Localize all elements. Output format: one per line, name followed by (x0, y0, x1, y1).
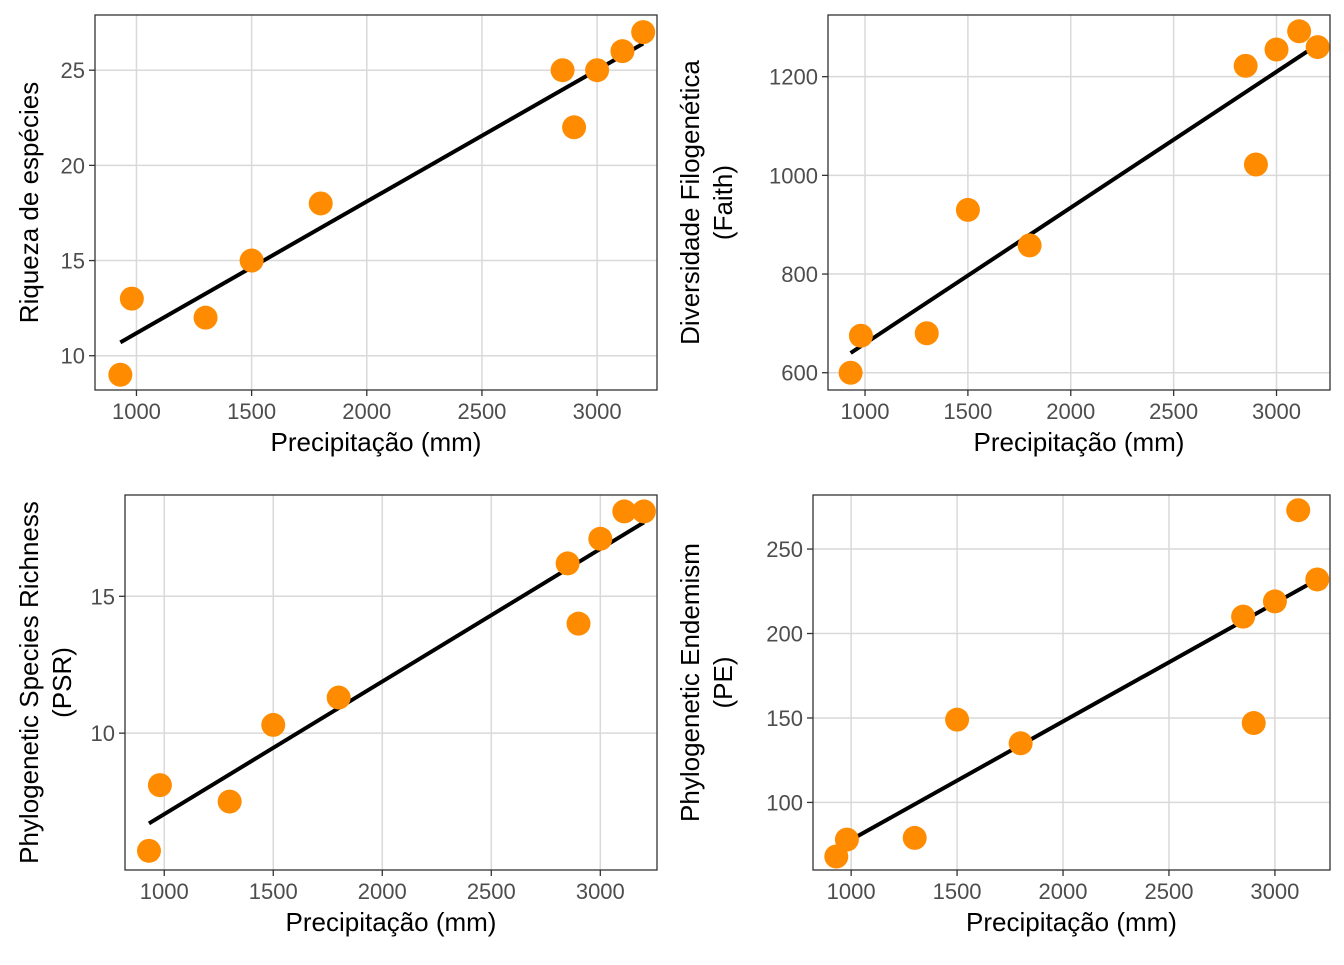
data-point (902, 825, 927, 850)
y-tick-label: 20 (61, 153, 85, 178)
x-tick-label: 2000 (342, 399, 391, 424)
data-point (261, 712, 286, 737)
data-point (239, 248, 264, 273)
data-point (1305, 567, 1330, 592)
x-tick-label: 1500 (943, 399, 992, 424)
x-tick-label: 3000 (1250, 879, 1299, 904)
x-axis-label: Precipitação (mm) (974, 427, 1185, 457)
x-tick-label: 1000 (841, 399, 890, 424)
data-point (193, 305, 218, 330)
panel-2: 1000 1500 2000 2500 3000 600 800 1000 1200 Precip… (675, 14, 1331, 457)
data-point (1287, 19, 1312, 44)
x-tick-label: 1000 (827, 879, 876, 904)
data-point (562, 115, 587, 140)
x-tick-label: 1000 (140, 879, 189, 904)
y-axis-label: Phylogenetic Endemism (675, 543, 705, 822)
data-point (1243, 152, 1268, 177)
y-tick-label: 800 (781, 262, 818, 287)
data-point (1017, 233, 1042, 258)
x-tick-label: 2000 (1046, 399, 1095, 424)
data-point (136, 838, 161, 863)
data-point (955, 197, 980, 222)
y-tick-label: 250 (766, 537, 803, 562)
data-point (1262, 589, 1287, 614)
data-point (610, 39, 635, 64)
y-tick-label: 600 (781, 361, 818, 386)
y-tick-label: 200 (766, 622, 803, 647)
y-tick-label: 15 (91, 584, 115, 609)
data-point (1305, 35, 1330, 60)
data-point (119, 286, 144, 311)
y-axis-label: (PE) (708, 657, 738, 709)
trend-line (849, 42, 1319, 355)
data-point (838, 360, 863, 385)
y-tick-label: 10 (91, 721, 115, 746)
trend-line (119, 41, 645, 345)
data-point (217, 789, 242, 814)
y-tick-label: 25 (61, 58, 85, 83)
x-tick-label: 1500 (227, 399, 276, 424)
data-point (612, 499, 637, 524)
y-axis-label: (Faith) (708, 165, 738, 240)
y-tick-label: 10 (61, 344, 85, 369)
panel-border (812, 494, 1331, 871)
x-tick-label: 2500 (1144, 879, 1193, 904)
data-point (1241, 711, 1266, 736)
y-tick-label: 150 (766, 706, 803, 731)
x-axis-label: Precipitação (mm) (286, 907, 497, 937)
x-tick-label: 3000 (1252, 399, 1301, 424)
x-tick-label: 3000 (576, 879, 625, 904)
y-axis-label: (PSR) (47, 647, 77, 718)
data-point (834, 827, 859, 852)
data-point (147, 773, 172, 798)
data-point (550, 58, 575, 83)
data-point (326, 685, 351, 710)
y-axis-label: Diversidade Filogenética (675, 60, 705, 345)
data-point (308, 191, 333, 216)
y-tick-label: 1000 (769, 163, 818, 188)
data-point (108, 362, 133, 387)
x-axis-label: Precipitação (mm) (271, 427, 482, 457)
y-tick-label: 100 (766, 790, 803, 815)
panel-border (94, 14, 658, 391)
x-tick-label: 2500 (1149, 399, 1198, 424)
data-point (1286, 498, 1311, 523)
data-point (631, 20, 656, 45)
x-tick-label: 2500 (467, 879, 516, 904)
data-point (631, 499, 656, 524)
x-tick-label: 1000 (112, 399, 161, 424)
data-point (566, 611, 591, 636)
data-point (1264, 37, 1289, 62)
x-tick-label: 1500 (249, 879, 298, 904)
panel-border (124, 494, 658, 871)
panel-3: 1000 1500 2000 2500 3000 10 15 Precipitação (mm… (14, 494, 658, 937)
data-point (555, 551, 580, 576)
data-point (848, 323, 873, 348)
panel-1: 1000 1500 2000 2500 3000 10 15 20 25 Precipitação… (14, 14, 658, 457)
y-tick-label: 1200 (769, 65, 818, 90)
x-tick-label: 3000 (573, 399, 622, 424)
panel-border (827, 14, 1331, 391)
y-tick-label: 15 (61, 249, 85, 274)
x-axis-label: Precipitação (mm) (966, 907, 1177, 937)
data-point (1233, 53, 1258, 78)
y-axis-label: Riqueza de espécies (14, 82, 44, 323)
data-point (945, 707, 970, 732)
data-point (588, 526, 613, 551)
y-axis-label: Phylogenetic Species Richness (14, 501, 44, 864)
x-tick-label: 2500 (457, 399, 506, 424)
x-tick-label: 2000 (358, 879, 407, 904)
panel-4: 1000 1500 2000 2500 3000 100 150 200 250 Precipit… (675, 494, 1331, 937)
data-point (585, 58, 610, 83)
x-tick-label: 1500 (933, 879, 982, 904)
data-point (914, 321, 939, 346)
data-point (1008, 731, 1033, 756)
x-tick-label: 2000 (1039, 879, 1088, 904)
data-point (1231, 604, 1256, 629)
